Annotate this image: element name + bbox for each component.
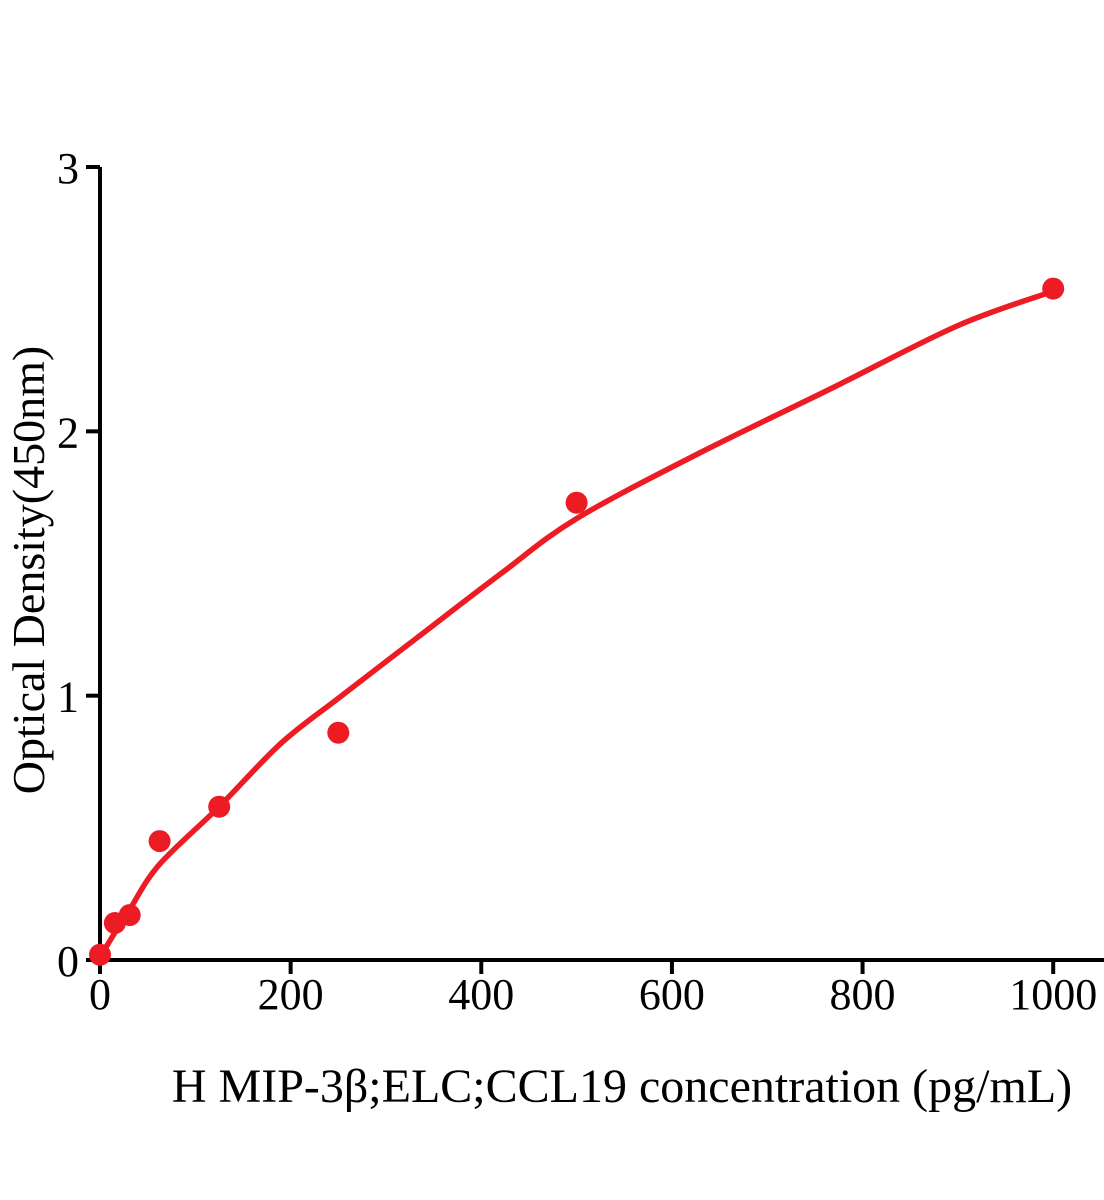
data-point xyxy=(208,795,231,818)
data-point xyxy=(565,491,588,514)
data-point xyxy=(89,943,111,966)
y-tick-label: 2 xyxy=(57,408,79,457)
data-point xyxy=(327,721,350,744)
points-layer xyxy=(89,277,1065,966)
x-tick-label: 400 xyxy=(448,970,514,1019)
x-tick-label: 1000 xyxy=(1009,970,1097,1019)
fit-curve-line xyxy=(97,288,1056,961)
axes-layer: 0 1 2 3 0 200 400 600 800 1000 xyxy=(57,144,1104,1019)
x-tick-label: 600 xyxy=(639,970,705,1019)
y-axis-title: Optical Density(450nm) xyxy=(3,346,54,794)
x-axis-title: H MIP-3β;ELC;CCL19 concentration (pg/mL) xyxy=(172,1060,1072,1113)
x-tick-label: 0 xyxy=(89,970,111,1019)
x-tick-label: 800 xyxy=(830,970,896,1019)
y-tick-label: 3 xyxy=(57,144,79,193)
x-tick-label: 200 xyxy=(258,970,324,1019)
data-point xyxy=(1042,277,1065,300)
data-point xyxy=(148,830,171,853)
y-tick-label: 0 xyxy=(57,937,79,986)
curve-layer xyxy=(97,288,1056,961)
data-point xyxy=(118,904,141,927)
y-tick-label: 1 xyxy=(57,673,79,722)
